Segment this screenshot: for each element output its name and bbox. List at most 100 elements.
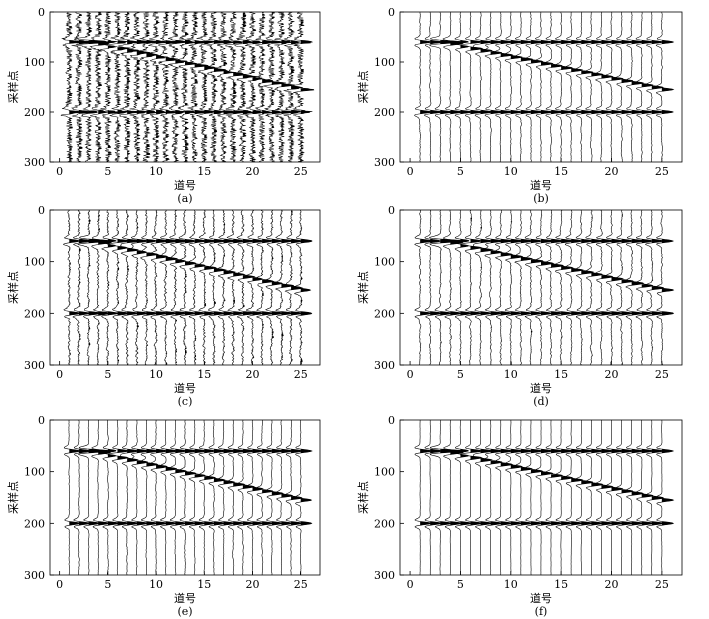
x-tick-label: 15 (197, 578, 211, 591)
trace-wiggle-8 (484, 209, 505, 366)
trace-wiggle-8 (484, 419, 503, 576)
trace-wiggle-18 (585, 419, 604, 576)
y-axis-label: 采样点 (6, 271, 20, 304)
trace-fill-14 (194, 13, 209, 162)
y-tick-label: 0 (38, 6, 45, 19)
trace-wiggle-21 (615, 209, 634, 366)
trace-wiggle-2 (424, 11, 443, 163)
trace-fill-10 (156, 215, 169, 341)
x-tick-label: 0 (407, 165, 414, 178)
trace-wiggle-22 (626, 419, 645, 576)
trace-wiggle-17 (575, 11, 594, 163)
trace-wiggle-6 (460, 209, 484, 366)
trace-fill-11 (520, 239, 533, 316)
trace-wiggle-19 (234, 11, 257, 163)
trace-wiggle-15 (554, 209, 574, 366)
panel-e: 0 5 10 15 20 25 0 100 200 300 道号(e) 采样点 (6, 414, 321, 618)
trace-fill-19 (242, 224, 255, 330)
y-tick-label: 100 (24, 466, 45, 479)
trace-fill-25 (300, 227, 313, 364)
trace-fill-6 (117, 12, 130, 162)
trace-wiggle-23 (635, 209, 655, 366)
y-tick-label: 200 (24, 106, 45, 119)
x-tick-label: 5 (104, 165, 111, 178)
trace-wiggle-1 (414, 209, 434, 366)
trace-wiggle-13 (535, 419, 554, 576)
trace-fill-6 (470, 217, 483, 316)
trace-wiggle-18 (225, 11, 247, 163)
trace-wiggle-9 (140, 419, 159, 576)
trace-wiggle-20 (246, 419, 265, 576)
trace-wiggle-5 (101, 209, 120, 366)
x-tick-label: 20 (246, 368, 260, 381)
trace-fill-17 (581, 239, 594, 340)
x-tick-label: 15 (197, 368, 211, 381)
y-axis-label: 采样点 (6, 481, 20, 514)
trace-wiggle-16 (206, 11, 228, 163)
x-tick-label: 25 (294, 165, 308, 178)
trace-wiggle-19 (595, 419, 614, 576)
trace-wiggle-12 (167, 11, 189, 163)
trace-wiggle-9 (494, 11, 514, 163)
x-tick-label: 15 (554, 578, 568, 591)
trace-wiggle-7 (473, 11, 494, 163)
x-tick-label: 20 (246, 165, 260, 178)
trace-fill-20 (252, 210, 264, 359)
trace-wiggle-13 (535, 11, 554, 163)
trace-wiggle-21 (256, 209, 275, 366)
x-tick-label: 20 (605, 368, 619, 381)
y-tick-label: 200 (374, 307, 395, 320)
trace-fill-19 (242, 449, 255, 526)
trace-fill-9 (500, 449, 513, 526)
trace-wiggle-16 (564, 209, 584, 366)
trace-wiggle-8 (129, 209, 149, 366)
trace-wiggle-23 (635, 11, 654, 163)
trace-wiggle-3 (429, 11, 464, 163)
y-tick-label: 300 (374, 359, 395, 372)
trace-fill-13 (185, 12, 199, 162)
trace-wiggle-11 (515, 419, 534, 576)
trace-wiggle-3 (428, 209, 464, 366)
trace-wiggle-6 (460, 11, 484, 163)
trace-fill-9 (146, 449, 158, 526)
x-tick-label: 0 (56, 165, 63, 178)
trace-wiggle-10 (150, 209, 170, 366)
panel-caption: (a) (177, 192, 192, 205)
trace-wiggle-9 (495, 419, 514, 576)
trace-wiggle-11 (157, 11, 180, 163)
y-tick-label: 100 (374, 256, 395, 269)
plot-frame (399, 209, 683, 366)
trace-wiggle-8 (129, 11, 152, 163)
y-tick-label: 0 (38, 204, 45, 217)
trace-fill-12 (530, 239, 544, 333)
trace-fill-25 (300, 12, 314, 162)
trace-wiggle-22 (625, 209, 645, 366)
x-tick-label: 10 (504, 578, 518, 591)
trace-fill-5 (460, 239, 472, 316)
x-tick-label: 5 (457, 165, 464, 178)
trace-wiggle-16 (208, 209, 227, 366)
trace-wiggle-22 (265, 209, 284, 366)
panel-c: 0 5 10 15 20 25 0 100 200 300 道号(c) 采样点 (6, 204, 321, 408)
x-axis-label: 道号 (530, 591, 552, 605)
trace-fill-11 (165, 12, 180, 161)
trace-wiggle-1 (63, 209, 82, 366)
trace-wiggle-8 (131, 419, 149, 576)
x-axis-label: 道号 (530, 178, 552, 192)
trace-wiggle-14 (186, 11, 209, 163)
trace-wiggle-15 (198, 209, 217, 366)
trace-wiggle-20 (244, 11, 264, 163)
trace-wiggle-25 (293, 209, 313, 366)
y-tick-label: 100 (374, 56, 395, 69)
x-tick-label: 25 (294, 578, 308, 591)
trace-wiggle-2 (73, 419, 91, 576)
trace-fill-19 (242, 12, 257, 159)
trace-wiggle-20 (605, 419, 625, 576)
trace-fill-20 (611, 40, 624, 114)
x-axis-label: 道号 (530, 381, 552, 395)
x-tick-label: 20 (605, 578, 619, 591)
trace-fill-6 (117, 219, 130, 362)
trace-wiggle-5 (454, 11, 473, 163)
y-tick-label: 200 (24, 307, 45, 320)
trace-fill-15 (561, 239, 573, 338)
